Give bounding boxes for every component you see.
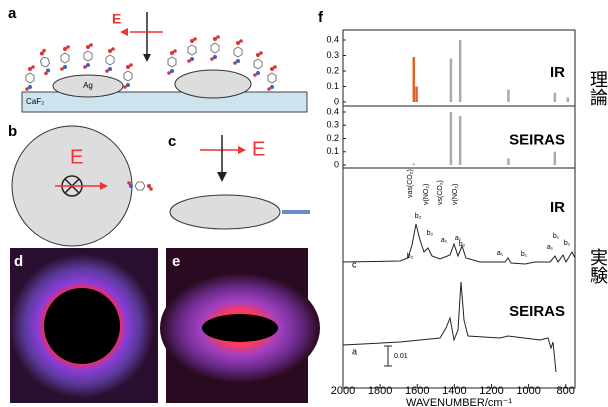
y-tick-label: 0.4: [326, 34, 339, 44]
x-tick-label: 1000: [516, 385, 540, 397]
peak-label: b₂: [459, 241, 466, 248]
peak-label: a₁: [441, 237, 448, 244]
panel-label: a: [8, 5, 17, 22]
figure: a CaF₂ Ag E b E c E: [0, 0, 608, 407]
side-label: 理論: [587, 70, 608, 106]
particle: [44, 288, 120, 364]
peak-label: b₂: [407, 253, 414, 260]
panel-e: e: [160, 248, 320, 403]
mode-label: ν(NO₂): [423, 184, 430, 205]
peak-label: b₁: [553, 233, 560, 240]
peak-label: b₁: [564, 240, 571, 247]
panel-title: IR: [550, 199, 565, 216]
y-tick-label: 0.4: [326, 106, 339, 116]
panel-d: d: [10, 248, 158, 403]
peak-label: a₁: [455, 235, 462, 242]
mode-label: νas(CO₂): [407, 169, 414, 198]
field-label: E: [112, 11, 121, 27]
field-label: E: [252, 138, 265, 160]
bar: [567, 97, 570, 102]
panel-title: IR: [550, 64, 565, 81]
x-tick-label: 2000: [331, 385, 355, 397]
bar: [554, 152, 557, 165]
field-label: E: [70, 146, 83, 168]
bar: [507, 158, 510, 165]
mode-label: νs(CO₂): [437, 180, 444, 205]
bar: [413, 164, 416, 165]
scale-label: 0.01: [394, 353, 408, 360]
mode-label: ν(NO₂): [452, 184, 459, 205]
particle-label: Ag: [83, 81, 93, 90]
y-tick-label: 0: [334, 96, 339, 106]
bar: [450, 59, 453, 102]
curve-label: a: [352, 346, 357, 356]
peak-label: b₂: [415, 213, 422, 220]
seiras-spectrum: [343, 282, 556, 372]
y-tick-label: 0.2: [326, 65, 339, 75]
field-head: [238, 146, 246, 154]
bar: [459, 116, 462, 165]
panel-c: c E: [168, 133, 310, 229]
curve-label: c: [352, 259, 357, 269]
peak-label: a₁: [547, 244, 554, 251]
particle: [175, 70, 251, 98]
x-tick-label: 1800: [368, 385, 392, 397]
substrate-label: CaF₂: [26, 97, 44, 106]
molecule: [282, 210, 310, 214]
y-tick-label: 0.1: [326, 146, 339, 156]
x-tick-label: 1200: [479, 385, 503, 397]
x-tick-label: 1600: [405, 385, 429, 397]
panel-label: f: [318, 9, 324, 26]
panel-label: e: [172, 253, 180, 270]
x-axis-label: WAVENUMBER/cm⁻¹: [406, 397, 512, 407]
arrow-head: [217, 172, 227, 182]
scale-bar: [384, 346, 392, 366]
side-label: 実験: [587, 248, 608, 285]
x-tick-label: 1400: [442, 385, 466, 397]
x-tick-label: 800: [557, 385, 575, 397]
panel-label: c: [168, 133, 176, 150]
panel-a: a CaF₂ Ag E: [8, 5, 307, 112]
panel-label: b: [8, 123, 17, 140]
bar: [507, 90, 510, 102]
bar: [413, 57, 416, 102]
panel-title: SEIRAS: [509, 131, 565, 148]
panel-label: d: [14, 253, 23, 270]
peak-label: b₁: [521, 251, 528, 258]
particle: [202, 314, 278, 342]
y-tick-label: 0.1: [326, 81, 339, 91]
bar: [554, 93, 557, 102]
particle: [170, 195, 280, 229]
bar: [459, 40, 462, 102]
field-head: [120, 28, 128, 36]
y-tick-label: 0.3: [326, 120, 339, 130]
panel-b: b E: [8, 123, 153, 246]
peak-label: a₁: [497, 250, 504, 257]
arrow-head: [143, 54, 151, 62]
substrate: [22, 92, 307, 112]
bar: [415, 87, 418, 103]
bar: [450, 112, 453, 165]
y-tick-label: 0.3: [326, 50, 339, 60]
y-tick-label: 0: [334, 159, 339, 169]
peak-label: b₂: [427, 230, 434, 237]
y-tick-label: 0.2: [326, 133, 339, 143]
panel-title: SEIRAS: [509, 303, 565, 320]
